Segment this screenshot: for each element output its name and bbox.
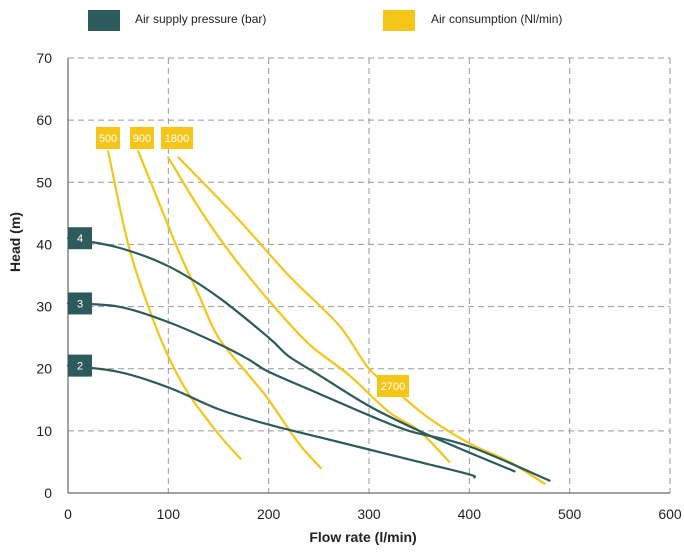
x-tick-label: 500 bbox=[558, 506, 582, 522]
pressure-badge-2: 2 bbox=[68, 354, 92, 377]
x-tick-label: 0 bbox=[64, 506, 72, 522]
grid bbox=[68, 57, 671, 493]
legend-label-consumption: Air consumption (Nl/min) bbox=[431, 12, 562, 26]
x-tick-label: 200 bbox=[257, 506, 281, 522]
x-axis-label: Flow rate (l/min) bbox=[309, 529, 416, 545]
y-tick-label: 50 bbox=[36, 174, 52, 190]
pressure-badge-label: 4 bbox=[77, 233, 83, 245]
x-tick-label: 300 bbox=[357, 506, 381, 522]
y-tick-label: 20 bbox=[36, 361, 52, 377]
consumption-badge-900: 900 bbox=[130, 127, 154, 149]
x-tick-label: 400 bbox=[458, 506, 482, 522]
axes: 0 100 200 300 400 500 600 0 10 20 30 40 50 60 70 bbox=[36, 50, 681, 522]
consumption-badge-2700: 2700 bbox=[377, 375, 409, 397]
badges: 500 900 1800 2700 4 3 2 bbox=[68, 127, 409, 397]
y-tick-label: 40 bbox=[36, 236, 52, 252]
legend-label-pressure: Air supply pressure (bar) bbox=[135, 12, 266, 26]
y-tick-label: 70 bbox=[36, 50, 52, 66]
x-tick-label: 100 bbox=[157, 506, 181, 522]
y-axis-label: Head (m) bbox=[7, 212, 23, 272]
y-tick-label: 30 bbox=[36, 299, 52, 315]
legend-swatch-consumption bbox=[383, 10, 415, 31]
pressure-line-4 bbox=[66, 237, 516, 473]
legend-swatch-pressure bbox=[88, 10, 120, 31]
pressure-line-2 bbox=[66, 364, 477, 479]
legend: Air supply pressure (bar) Air consumptio… bbox=[88, 10, 562, 31]
consumption-line-2700 bbox=[177, 156, 546, 485]
pressure-badge-bg bbox=[68, 227, 92, 250]
consumption-badge-bg bbox=[377, 375, 409, 397]
consumption-badge-label: 2700 bbox=[381, 381, 405, 393]
x-tick-label: 600 bbox=[658, 506, 682, 522]
consumption-badge-500: 500 bbox=[96, 127, 120, 149]
y-tick-label: 10 bbox=[36, 423, 52, 439]
pressure-badge-bg bbox=[68, 292, 92, 315]
pressure-badge-bg bbox=[68, 354, 92, 377]
consumption-badge-bg bbox=[130, 127, 154, 149]
y-tick-label: 60 bbox=[36, 112, 52, 128]
consumption-badge-label: 1800 bbox=[165, 133, 189, 145]
pressure-badge-3: 3 bbox=[68, 292, 92, 315]
pressure-badge-label: 3 bbox=[77, 298, 83, 310]
consumption-line-1800 bbox=[167, 156, 451, 463]
series bbox=[66, 150, 551, 485]
consumption-badge-label: 500 bbox=[99, 133, 117, 145]
consumption-badge-label: 900 bbox=[133, 133, 151, 145]
consumption-line-500 bbox=[107, 150, 242, 460]
pressure-line-3 bbox=[66, 302, 551, 482]
consumption-line-900 bbox=[137, 150, 322, 470]
y-tick-label: 0 bbox=[44, 485, 52, 501]
consumption-badge-bg bbox=[161, 127, 193, 149]
pressure-badge-label: 2 bbox=[77, 361, 83, 373]
consumption-badge-1800: 1800 bbox=[161, 127, 193, 149]
pressure-badge-4: 4 bbox=[68, 227, 92, 250]
consumption-badge-bg bbox=[96, 127, 120, 149]
